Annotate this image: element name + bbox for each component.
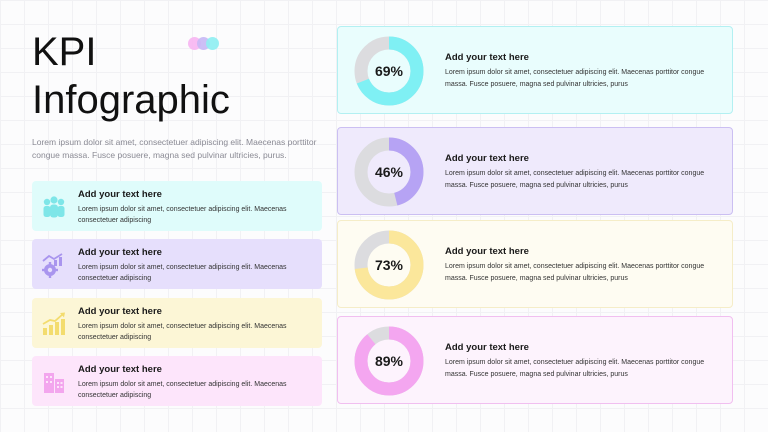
buildings-icon (44, 373, 64, 393)
gear-chart-icon (42, 253, 63, 278)
donut-arc (354, 36, 424, 106)
team-icon (43, 196, 65, 218)
left-card-title: Add your text here (78, 364, 162, 375)
percent-label: 73% (374, 257, 404, 273)
page-title: KPI Infographic (32, 30, 230, 122)
donut-chart (354, 36, 424, 106)
left-card-growth: Add your text here Lorem ipsum dolor sit… (32, 298, 322, 348)
kpi-title: Add your text here (445, 153, 529, 164)
left-card-title: Add your text here (78, 306, 162, 317)
decorative-dots (188, 37, 222, 51)
kpi-card: 69% Add your text here Lorem ipsum dolor… (337, 26, 733, 114)
growth-chart-icon (42, 312, 65, 335)
kpi-title: Add your text here (445, 342, 529, 353)
left-card-text: Lorem ipsum dolor sit amet, consectetuer… (78, 206, 287, 224)
left-card-text: Lorem ipsum dolor sit amet, consectetuer… (78, 264, 287, 282)
percent-label: 69% (374, 63, 404, 79)
donut-chart (354, 230, 424, 300)
kpi-card: 46% Add your text here Lorem ipsum dolor… (337, 127, 733, 215)
kpi-card: 73% Add your text here Lorem ipsum dolor… (337, 220, 733, 308)
left-card-gear: Add your text here Lorem ipsum dolor sit… (32, 239, 322, 289)
kpi-text: Lorem ipsum dolor sit amet, consectetuer… (445, 170, 705, 189)
kpi-text: Lorem ipsum dolor sit amet, consectetuer… (445, 263, 705, 282)
donut-chart (354, 137, 424, 207)
donut-arc (354, 137, 424, 207)
intro-paragraph: Lorem ipsum dolor sit amet, consectetuer… (32, 137, 317, 160)
dot-cyan (206, 37, 219, 50)
donut-arc (354, 326, 424, 396)
left-card-text: Lorem ipsum dolor sit amet, consectetuer… (78, 323, 287, 341)
donut-arc (354, 230, 424, 300)
percent-label: 89% (374, 353, 404, 369)
percent-label: 46% (374, 164, 404, 180)
kpi-text: Lorem ipsum dolor sit amet, consectetuer… (445, 359, 705, 378)
kpi-title: Add your text here (445, 246, 529, 257)
left-card-title: Add your text here (78, 247, 162, 258)
left-card-buildings: Add your text here Lorem ipsum dolor sit… (32, 356, 322, 406)
kpi-title: Add your text here (445, 52, 529, 63)
left-card-team: Add your text here Lorem ipsum dolor sit… (32, 181, 322, 231)
left-card-text: Lorem ipsum dolor sit amet, consectetuer… (78, 381, 287, 399)
left-card-title: Add your text here (78, 189, 162, 200)
donut-chart (354, 326, 424, 396)
kpi-text: Lorem ipsum dolor sit amet, consectetuer… (445, 69, 705, 88)
kpi-card: 89% Add your text here Lorem ipsum dolor… (337, 316, 733, 404)
